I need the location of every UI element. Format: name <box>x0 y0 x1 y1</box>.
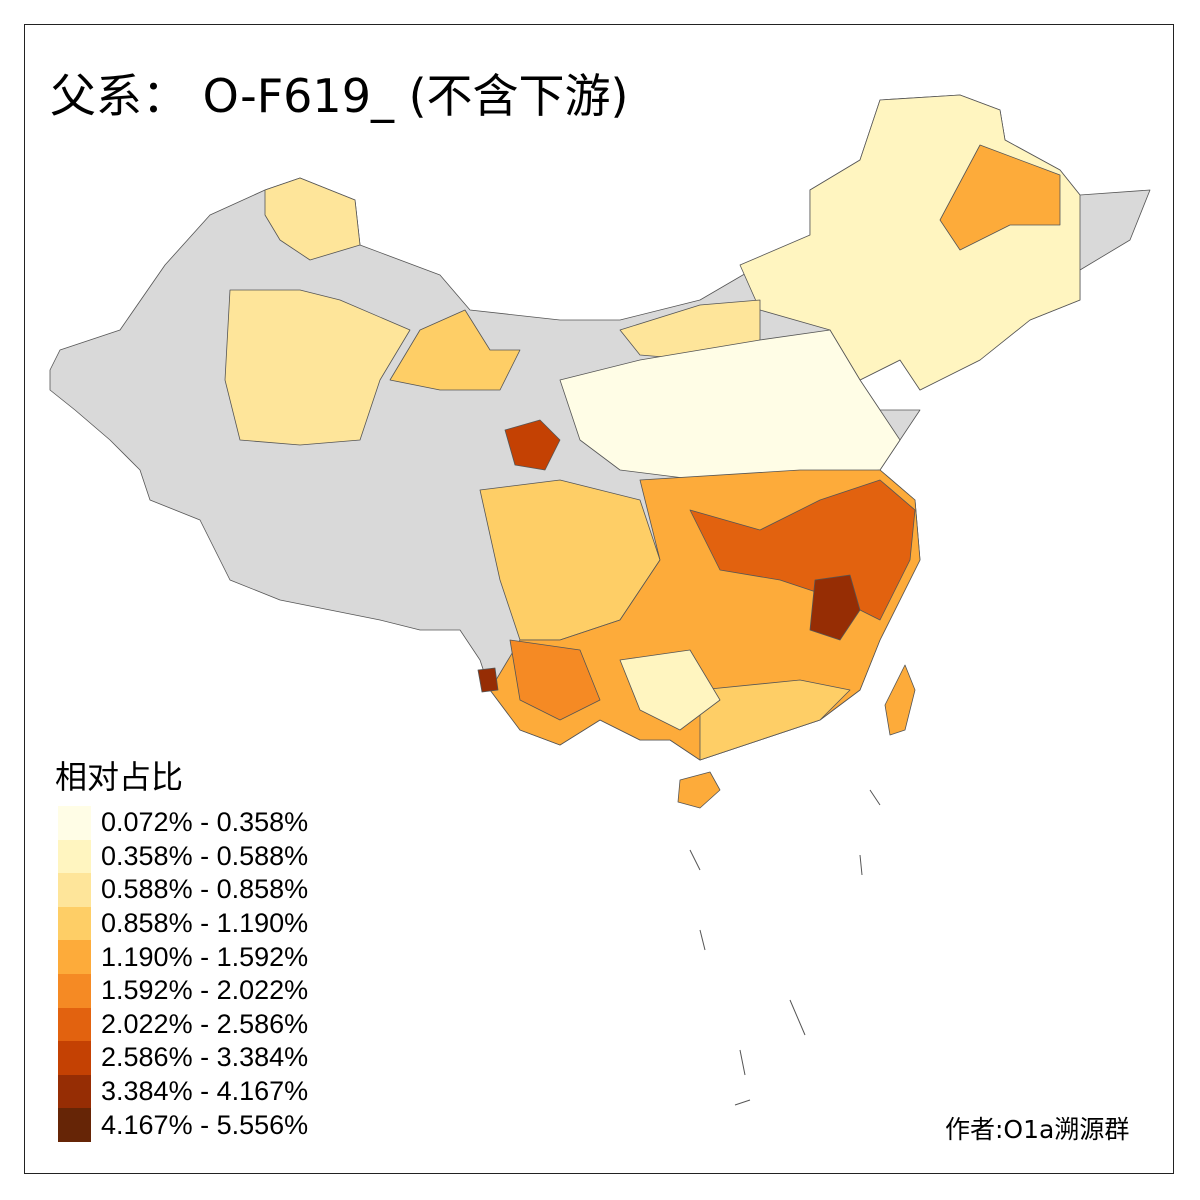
legend-swatch <box>58 973 91 1008</box>
legend-swatch <box>58 940 91 974</box>
legend-label: 2.022% - 2.586% <box>101 1008 309 1039</box>
legend-swatch <box>58 1041 91 1075</box>
legend-item: 2.022% - 2.586% <box>58 1007 309 1042</box>
legend-label: 0.858% - 1.190% <box>101 908 309 939</box>
region-hubei-anhui <box>689 479 916 621</box>
region-xinjiang-south <box>224 289 411 446</box>
region-qinghai-spot <box>504 419 561 471</box>
legend-label: 0.072% - 0.358% <box>101 807 309 838</box>
region-yunnan-west-spot <box>477 667 499 693</box>
legend-swatch <box>58 1007 91 1042</box>
legend-item: 0.072% - 0.358% <box>58 806 308 840</box>
region-guangdong <box>699 679 851 761</box>
region-taiwan <box>884 664 916 736</box>
legend-item: 2.586% - 3.384% <box>58 1041 308 1075</box>
legend-item: 0.858% - 1.190% <box>58 906 309 941</box>
legend-swatch <box>58 1074 91 1109</box>
region-xinjiang-north <box>264 177 361 261</box>
legend-item: 0.358% - 0.588% <box>58 839 309 874</box>
legend-item: 3.384% - 4.167% <box>58 1074 309 1109</box>
region-guangxi-light <box>619 649 721 731</box>
author-credit: 作者:O1a溯源群 <box>945 1115 1130 1144</box>
legend-item: 4.167% - 5.556% <box>58 1108 308 1142</box>
map-title: 父系： O-F619_ (不含下游) <box>50 69 629 123</box>
legend-swatch <box>58 839 91 874</box>
legend-title: 相对占比 <box>55 758 184 796</box>
legend-label: 0.588% - 0.858% <box>101 874 309 905</box>
south-china-sea-islands <box>689 789 881 1106</box>
legend-swatch <box>58 906 91 941</box>
legend-label: 1.190% - 1.592% <box>101 941 309 972</box>
legend-swatch <box>58 806 91 840</box>
legend-item: 0.588% - 0.858% <box>58 873 308 907</box>
legend-label: 1.592% - 2.022% <box>101 975 309 1006</box>
region-north-china <box>559 329 901 481</box>
legend: 0.072% - 0.358% 0.358% - 0.588% 0.588% - 0… <box>58 806 308 1142</box>
legend-label: 4.167% - 5.556% <box>101 1109 309 1140</box>
legend-label: 3.384% - 4.167% <box>101 1076 309 1107</box>
region-jiangxi <box>809 574 861 641</box>
legend-label: 2.586% - 3.384% <box>101 1042 309 1073</box>
legend-swatch <box>58 873 91 907</box>
map-frame <box>24 24 1174 1174</box>
legend-item: 1.592% - 2.022% <box>58 973 309 1008</box>
legend-item: 1.190% - 1.592% <box>58 940 308 974</box>
legend-swatch <box>58 1108 91 1142</box>
region-hainan <box>677 771 721 809</box>
legend-label: 0.358% - 0.588% <box>101 840 309 871</box>
region-heilongjiang-orange <box>939 144 1061 251</box>
region-xinjiang-east <box>389 309 521 391</box>
region-yunnan <box>509 639 601 721</box>
